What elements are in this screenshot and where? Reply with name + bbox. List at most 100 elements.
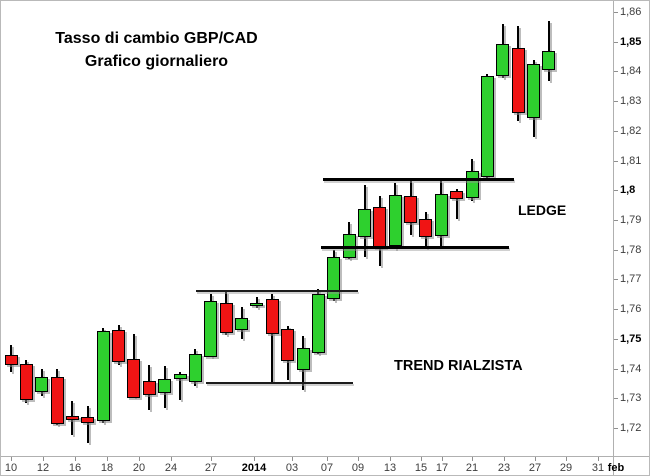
x-axis-tick [535, 457, 536, 461]
candle-bullish [434, 194, 448, 237]
x-axis-tick [171, 457, 172, 461]
y-axis-tick [614, 130, 618, 132]
chart-title-line1: Tasso di cambio GBP/CAD [55, 30, 258, 47]
x-axis-label: 23 [497, 462, 511, 474]
y-axis-label: 1,79 [620, 213, 642, 226]
x-axis-tick [11, 457, 12, 461]
x-axis-tick [292, 457, 293, 461]
candle-bearish [265, 299, 279, 334]
y-axis-line [613, 1, 614, 475]
y-axis-tick [614, 219, 618, 221]
y-axis-label: 1,86 [620, 6, 642, 18]
candle-bearish [142, 381, 156, 396]
y-axis-label: 1,72 [620, 421, 642, 434]
x-axis-label: 21 [465, 462, 479, 474]
y-axis-label: 1,85 [620, 35, 642, 48]
ledge-annotation: LEDGE [518, 202, 567, 218]
y-axis-label: 1,78 [620, 243, 642, 256]
x-axis-tick [421, 457, 422, 461]
candle-bullish [173, 373, 187, 380]
candle-bullish [465, 170, 479, 198]
candle-bearish [219, 302, 233, 334]
y-axis-tick [614, 12, 618, 13]
candle-bullish [311, 294, 325, 354]
candle-wick [547, 20, 550, 82]
candle-bearish [404, 195, 418, 223]
candle-bullish [342, 234, 356, 258]
candle-bullish [358, 209, 371, 238]
y-axis-label: 1,77 [620, 273, 642, 286]
candle-bullish [35, 376, 49, 392]
y-axis-tick [614, 427, 618, 429]
y-axis-label: 1,75 [620, 332, 642, 345]
candle-bearish [373, 206, 387, 248]
x-axis-tick [504, 457, 505, 461]
candle-bearish [65, 416, 79, 420]
x-axis-label: 29 [559, 462, 573, 474]
candle-bullish [158, 378, 172, 394]
y-axis-label: 1,81 [620, 154, 642, 167]
candle-bearish [19, 363, 33, 401]
x-axis-label: 07 [320, 462, 334, 474]
candle-wick [86, 406, 89, 443]
candle-bullish [542, 51, 556, 70]
candle-wick [255, 296, 258, 309]
x-axis-tick [566, 457, 567, 461]
y-axis-label: 1,82 [620, 124, 642, 137]
x-axis-tick [139, 457, 140, 461]
y-axis-tick [614, 398, 618, 400]
x-axis-label: 24 [164, 462, 178, 474]
y-axis-tick [614, 71, 618, 73]
x-axis-tick [254, 457, 255, 461]
candle-bullish [527, 64, 541, 118]
consolidation-top-line [196, 289, 358, 292]
candle-wick [455, 189, 458, 220]
x-axis-tick [43, 457, 44, 461]
x-axis-tick [107, 457, 108, 461]
x-axis-label: 2014 [241, 462, 267, 474]
y-axis-tick [614, 309, 618, 311]
x-axis-label: 27 [528, 462, 542, 474]
candle-bullish [188, 353, 202, 382]
x-axis-label: 17 [435, 462, 449, 474]
candle-wick [179, 371, 182, 400]
candle-bullish [296, 347, 310, 371]
candle-bullish [250, 302, 264, 307]
x-axis-label: 09 [351, 462, 365, 474]
candle-bullish [96, 330, 110, 422]
ledge-bottom-line [321, 246, 509, 250]
uptrend-annotation: TREND RIALZISTA [394, 358, 523, 374]
y-axis-label: 1,73 [620, 392, 642, 405]
y-axis-label: 1,76 [620, 303, 642, 316]
candle-bearish [4, 355, 18, 365]
candle-bearish [127, 358, 141, 398]
x-axis-label: 18 [100, 462, 114, 474]
candle-bearish [112, 329, 126, 362]
x-axis-label: feb [607, 462, 625, 474]
x-axis-label: 16 [68, 462, 82, 474]
candle-bearish [81, 417, 95, 424]
candle-bullish [235, 317, 249, 331]
ledge-top-line [323, 178, 514, 182]
x-axis-tick [211, 457, 212, 461]
x-axis-label: 12 [36, 462, 50, 474]
y-axis-tick [614, 249, 618, 251]
y-axis-tick [614, 190, 618, 192]
x-axis-label: 13 [383, 462, 397, 474]
x-axis-line [1, 456, 649, 457]
x-axis-label: 15 [414, 462, 428, 474]
y-axis-tick [614, 101, 618, 103]
y-axis-tick [614, 160, 618, 162]
x-axis-tick [75, 457, 76, 461]
candle-bullish [480, 75, 494, 177]
y-axis-label: 1,83 [620, 95, 642, 108]
x-axis-tick [390, 457, 391, 461]
candle-bullish [327, 256, 341, 300]
x-axis-tick [358, 457, 359, 461]
candle-bearish [419, 219, 433, 238]
x-axis-label: 10 [4, 462, 18, 474]
candle-bullish [388, 195, 402, 247]
x-axis-label: 03 [285, 462, 299, 474]
x-axis-tick [327, 457, 328, 461]
